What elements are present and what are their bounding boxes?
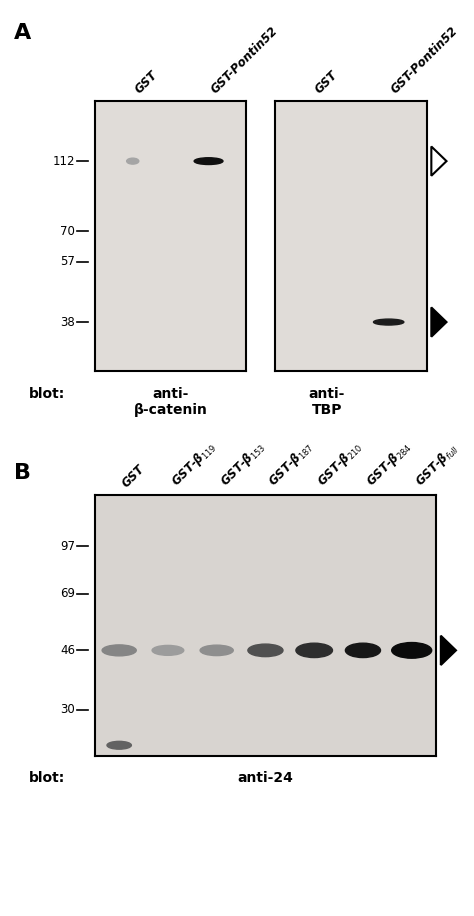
Text: GST: GST <box>133 69 160 96</box>
Text: 57: 57 <box>60 256 75 268</box>
Text: 30: 30 <box>60 703 75 716</box>
Text: GST-β$_{187}$: GST-β$_{187}$ <box>265 438 318 490</box>
Text: GST: GST <box>313 69 340 96</box>
Ellipse shape <box>248 644 283 657</box>
Ellipse shape <box>346 643 381 658</box>
Text: A: A <box>14 23 31 43</box>
Text: blot:: blot: <box>28 771 64 785</box>
Text: 38: 38 <box>60 316 75 329</box>
Text: GST-Pontin52: GST-Pontin52 <box>389 25 461 96</box>
Text: anti-
β-catenin: anti- β-catenin <box>134 387 208 417</box>
Ellipse shape <box>392 642 432 659</box>
Ellipse shape <box>102 645 136 656</box>
Text: 112: 112 <box>53 155 75 168</box>
Text: 70: 70 <box>60 224 75 237</box>
Ellipse shape <box>374 319 404 325</box>
Text: B: B <box>14 463 31 483</box>
Ellipse shape <box>194 158 223 165</box>
Text: GST: GST <box>119 463 147 490</box>
Text: anti-24: anti-24 <box>237 771 293 785</box>
Text: 69: 69 <box>60 587 75 600</box>
Text: GST-Pontin52: GST-Pontin52 <box>209 25 281 96</box>
Text: 97: 97 <box>60 540 75 553</box>
Text: GST-β$_{119}$: GST-β$_{119}$ <box>168 438 220 490</box>
Ellipse shape <box>127 158 139 164</box>
Text: GST-β$_{153}$: GST-β$_{153}$ <box>217 438 269 490</box>
Text: anti-
TBP: anti- TBP <box>309 387 345 417</box>
Ellipse shape <box>296 643 332 658</box>
Text: GST-β$_{210}$: GST-β$_{210}$ <box>314 438 366 490</box>
Text: GST-β$_{full}$: GST-β$_{full}$ <box>412 440 462 490</box>
Text: blot:: blot: <box>28 387 64 400</box>
Ellipse shape <box>152 646 184 655</box>
Ellipse shape <box>107 741 131 749</box>
Text: GST-β$_{284}$: GST-β$_{284}$ <box>363 438 415 490</box>
Ellipse shape <box>200 645 233 656</box>
Text: 46: 46 <box>60 644 75 657</box>
